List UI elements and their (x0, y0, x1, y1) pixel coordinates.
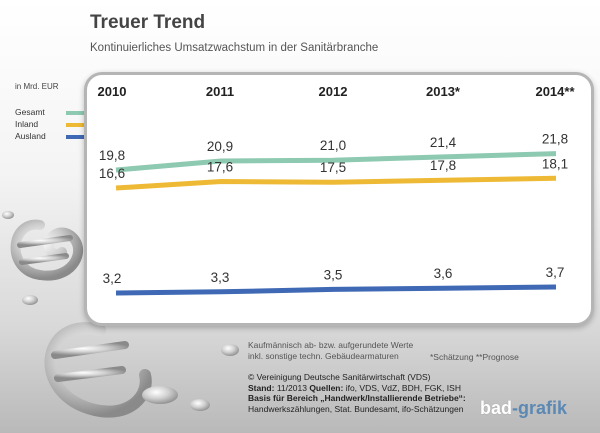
logo-part2: -grafik (512, 398, 568, 418)
data-label: 3,5 (324, 267, 343, 282)
x-tick-label: 2011 (206, 84, 234, 99)
footnote-legend: *Schätzung **Prognose (430, 352, 519, 362)
data-label: 17,8 (430, 158, 456, 173)
chart-subtitle: Kontinuierliches Umsatzwachstum in der S… (90, 42, 379, 54)
legend-swatch (66, 135, 84, 139)
data-label: 16,6 (99, 166, 125, 181)
note-armaturen: inkl. sonstige techn. Gebäudearmaturen (248, 351, 399, 361)
stand-label: Stand: (248, 382, 275, 393)
note-rounding: Kaufmännisch ab- bzw. aufgerundete Werte (248, 340, 414, 350)
x-tick-label: 2014** (535, 84, 575, 99)
stand-value: 11/2013 (276, 382, 307, 393)
data-label: 3,6 (434, 266, 453, 281)
x-tick-label: 2012 (319, 84, 348, 99)
legend-item-ausland: Ausland (15, 131, 85, 143)
copyright: © Vereinigung Deutsche Sanitärwirtschaft… (248, 372, 431, 382)
legend-label: Gesamt (15, 107, 45, 117)
data-label: 21,8 (542, 132, 568, 147)
x-tick-label: 2010 (98, 84, 127, 99)
chart-panel (84, 72, 594, 326)
legend-item-gesamt: Gesamt (15, 107, 85, 119)
data-label: 3,2 (103, 271, 122, 286)
notes: Kaufmännisch ab- bzw. aufgerundete Werte… (248, 340, 413, 362)
data-label: 20,9 (207, 139, 233, 154)
x-tick-label: 2013* (426, 84, 461, 99)
legend-label: Inland (15, 119, 39, 129)
chart-title: Treuer Trend (90, 12, 206, 33)
stand-sources-line: Stand: 11/2013 Quellen: ifo, VDS, VdZ, B… (248, 383, 466, 394)
bad-grafik-logo: bad-grafik (480, 398, 567, 419)
legend: Gesamt Inland Ausland (15, 107, 85, 143)
data-label: 3,3 (211, 270, 230, 285)
basis-label: Basis für Bereich „Handwerk/Installieren… (248, 393, 466, 403)
source-block: © Vereinigung Deutsche Sanitärwirtschaft… (248, 372, 466, 414)
legend-item-inland: Inland (15, 119, 85, 131)
data-label: 17,6 (207, 160, 233, 175)
data-label: 18,1 (542, 156, 568, 171)
legend-swatch (66, 111, 84, 115)
basis-value: Handwerkszählungen, Stat. Bundesamt, ifo… (248, 403, 464, 414)
unit-label: in Mrd. EUR (15, 82, 59, 91)
data-label: 21,4 (430, 135, 457, 150)
data-label: 17,5 (320, 160, 346, 175)
series-line-ausland (115, 284, 557, 296)
data-label: 19,8 (99, 148, 125, 163)
legend-label: Ausland (15, 131, 46, 141)
logo-part1: bad (480, 398, 513, 418)
quellen-label: Quellen: (309, 382, 344, 393)
series-line-inland (115, 175, 557, 191)
data-label: 3,7 (546, 265, 565, 280)
data-label: 21,0 (320, 138, 346, 153)
legend-swatch (66, 123, 84, 127)
quellen-value: ifo, VDS, VdZ, BDH, FGK, ISH (345, 382, 461, 393)
